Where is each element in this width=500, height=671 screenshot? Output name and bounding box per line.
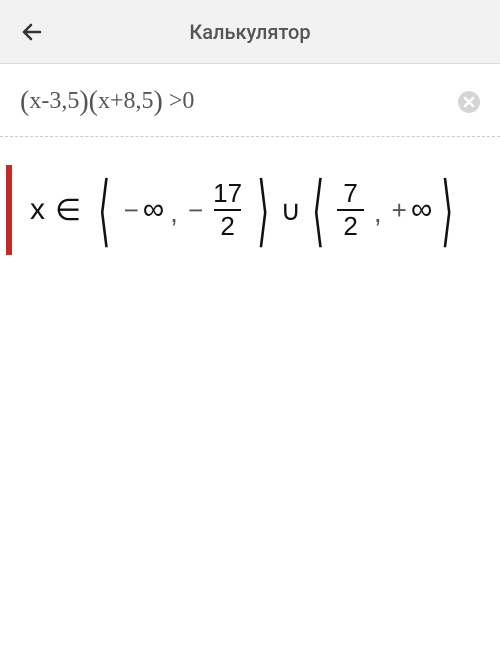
rhs-val: 0 — [182, 88, 194, 114]
paren-close: ) — [79, 86, 88, 117]
interval-separator: , — [374, 197, 382, 249]
clear-icon — [458, 91, 480, 113]
fraction: 7 2 — [337, 178, 363, 242]
back-button[interactable] — [16, 16, 48, 48]
input-section: (x-3,5)(x+8,5) >0 — [0, 64, 500, 137]
accent-bar — [6, 165, 12, 255]
minus-sign: − — [188, 195, 203, 226]
result-variable: x — [30, 193, 45, 227]
infinity-symbol: ∞ — [143, 193, 164, 227]
term-var: x — [29, 88, 41, 114]
angle-bracket-open: ⟨ — [312, 171, 324, 249]
numerator: 17 — [211, 178, 244, 209]
angle-bracket-close: ⟩ — [257, 171, 269, 249]
term-val: 3,5 — [49, 88, 79, 114]
paren-open: ( — [20, 86, 29, 117]
infinity-symbol: ∞ — [411, 193, 432, 227]
fraction: 17 2 — [211, 178, 244, 242]
comparison-op: > — [169, 88, 183, 114]
term-var: x — [98, 88, 110, 114]
minus-sign: − — [124, 195, 139, 226]
union-symbol: ∪ — [280, 194, 301, 227]
term-val: 8,5 — [124, 88, 154, 114]
result-section: x ∈ ⟨ − ∞ , − 17 2 ⟩ ∪ ⟨ 7 2 , + ∞ ⟩ — [0, 137, 500, 283]
angle-bracket-close: ⟩ — [441, 171, 453, 249]
denominator: 2 — [337, 209, 363, 242]
equation-input[interactable]: (x-3,5)(x+8,5) >0 — [20, 86, 458, 118]
page-title: Калькулятор — [48, 20, 452, 44]
clear-input-button[interactable] — [458, 91, 480, 113]
interval-separator: , — [170, 197, 178, 249]
interval-1: ⟨ − ∞ , − 17 2 ⟩ — [89, 171, 278, 249]
plus-sign: + — [392, 195, 407, 226]
denominator: 2 — [214, 209, 240, 242]
term-op: + — [110, 88, 124, 114]
interval-2: ⟨ 7 2 , + ∞ ⟩ — [303, 171, 463, 249]
math-result: x ∈ ⟨ − ∞ , − 17 2 ⟩ ∪ ⟨ 7 2 , + ∞ ⟩ — [30, 171, 463, 249]
numerator: 7 — [341, 178, 359, 209]
paren-open: ( — [89, 86, 98, 117]
app-header: Калькулятор — [0, 0, 500, 64]
paren-close: ) — [154, 86, 163, 117]
back-arrow-icon — [20, 20, 44, 44]
element-of-symbol: ∈ — [55, 193, 81, 228]
angle-bracket-open: ⟨ — [98, 171, 110, 249]
